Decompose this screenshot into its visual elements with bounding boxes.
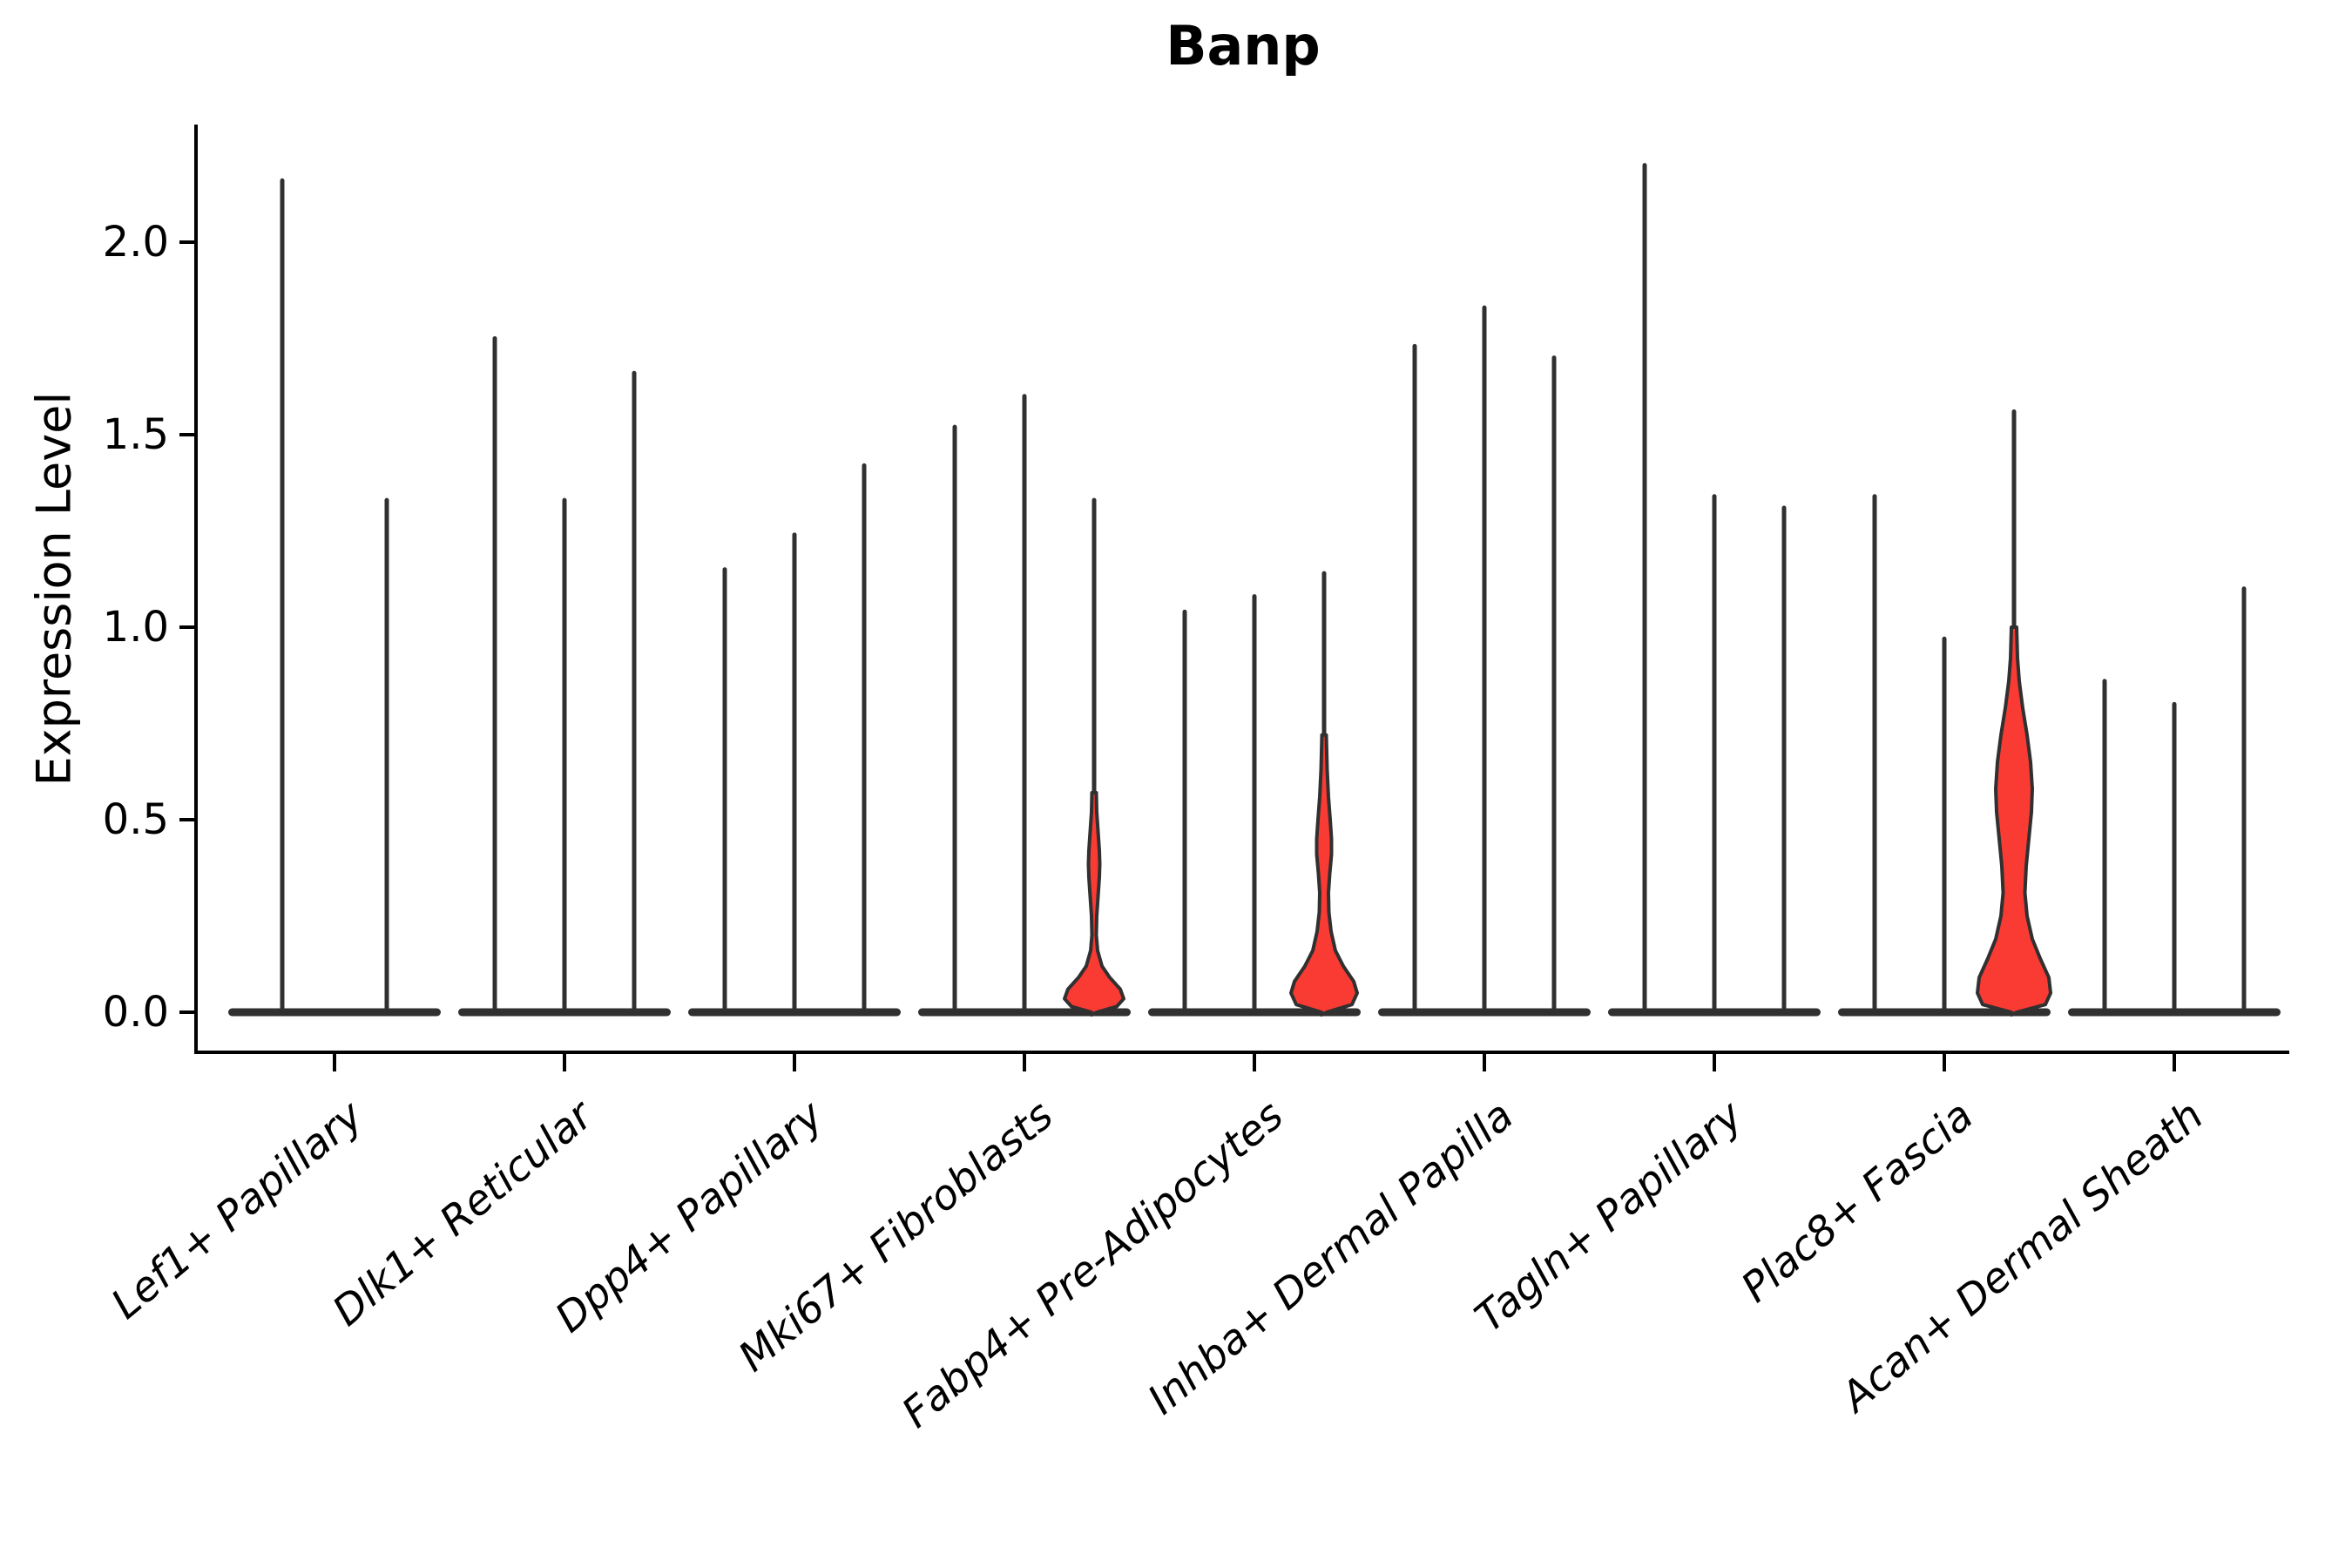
y-tick-label: 1.0 [102,603,169,652]
violin-body-red [1289,733,1359,1017]
y-tick-label: 0.0 [102,988,169,1037]
group-base [228,1008,441,1017]
y-tick-label: 1.5 [102,410,169,459]
y-tick-label: 0.5 [102,795,169,844]
violin-body-red [1063,791,1125,1017]
chart-title: Banp [1166,14,1321,78]
y-tick-label: 2.0 [102,218,169,267]
violin-body-red [1976,625,2052,1017]
